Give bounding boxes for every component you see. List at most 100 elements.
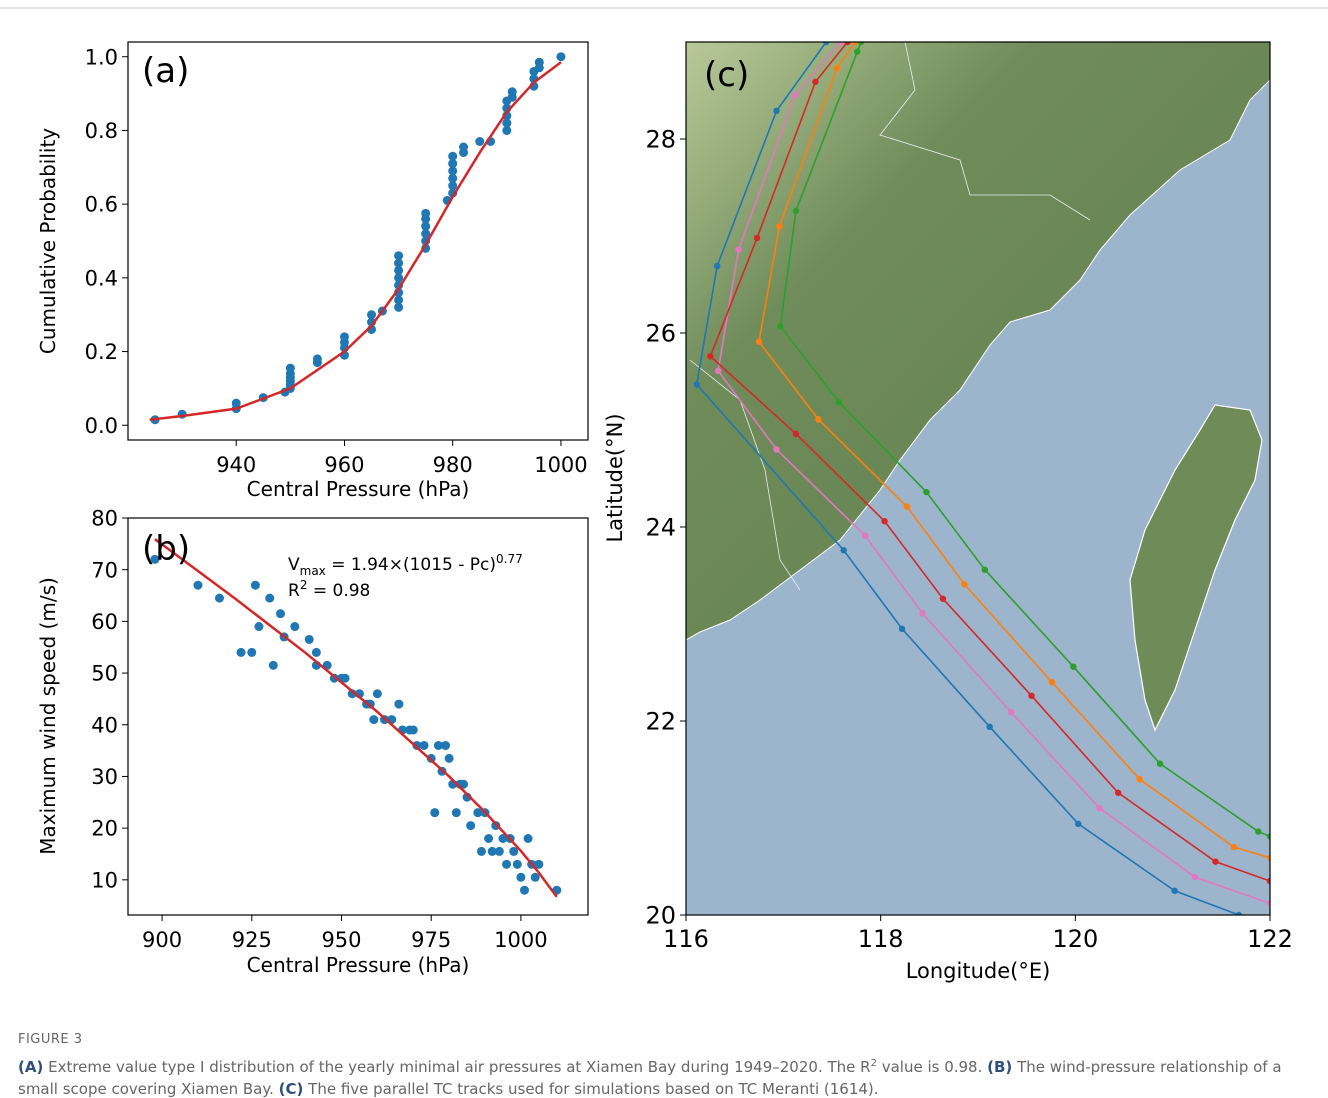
caption-bold: (B)	[987, 1058, 1012, 1076]
data-point	[862, 533, 868, 539]
data-point	[313, 354, 322, 363]
data-point	[265, 594, 274, 603]
data-point	[394, 251, 403, 260]
annotation-part: R	[288, 581, 300, 601]
data-point	[513, 860, 522, 869]
x-tick-label: 960	[324, 453, 364, 477]
data-point	[276, 609, 285, 618]
data-point	[367, 310, 376, 319]
data-point	[940, 596, 946, 602]
data-point	[502, 860, 511, 869]
figure: 94096098010000.00.20.40.60.81.0Central P…	[0, 0, 1328, 1098]
data-point	[881, 518, 887, 524]
data-point	[269, 661, 278, 670]
annotation-part: V	[288, 555, 300, 575]
y-tick-label: 22	[645, 708, 676, 736]
data-point	[254, 622, 263, 631]
x-tick-label: 925	[232, 928, 272, 952]
x-axis-label: Central Pressure (hPa)	[247, 477, 470, 501]
data-point	[495, 847, 504, 856]
data-point	[373, 689, 382, 698]
data-point	[445, 754, 454, 763]
data-point	[982, 566, 988, 572]
data-point	[369, 715, 378, 724]
x-tick-label: 1000	[494, 928, 547, 952]
data-point	[961, 581, 967, 587]
data-point	[815, 416, 821, 422]
data-point	[773, 446, 779, 452]
data-point	[1192, 874, 1198, 880]
data-point	[1008, 709, 1014, 715]
y-tick-label: 0.6	[85, 193, 118, 217]
data-point	[707, 353, 713, 359]
panel-b: 90092595097510001020304050607080Central …	[36, 507, 588, 977]
caption-text: value is 0.98.	[877, 1058, 987, 1076]
data-point	[836, 399, 842, 405]
data-point	[986, 724, 992, 730]
data-point	[919, 610, 925, 616]
panel-label: (a)	[142, 51, 189, 91]
data-point	[715, 368, 721, 374]
series-line	[150, 62, 561, 419]
annotation-sup: 2	[300, 578, 308, 592]
data-point	[1096, 805, 1102, 811]
data-point	[286, 364, 295, 373]
data-point	[193, 581, 202, 590]
data-point	[290, 622, 299, 631]
annotation-part: = 0.98	[307, 581, 370, 601]
data-point	[899, 626, 905, 632]
y-tick-label: 20	[91, 817, 118, 841]
data-point	[754, 235, 760, 241]
x-tick-label: 950	[321, 928, 361, 952]
x-tick-label: 122	[1247, 925, 1293, 953]
data-point	[459, 143, 468, 152]
data-point	[1136, 776, 1142, 782]
y-tick-label: 50	[91, 662, 118, 686]
y-tick-label: 28	[645, 126, 676, 154]
data-point	[520, 886, 529, 895]
data-point	[1075, 821, 1081, 827]
data-point	[812, 79, 818, 85]
x-axis-label: Central Pressure (hPa)	[247, 953, 470, 977]
y-tick-label: 0.8	[85, 119, 118, 143]
annotation-sub: max	[300, 564, 326, 578]
data-point	[508, 87, 517, 96]
axes-frame	[128, 42, 588, 440]
y-axis-label: Maximum wind speed (m/s)	[36, 577, 60, 855]
data-point	[1070, 663, 1076, 669]
data-point	[237, 648, 246, 657]
map-background	[686, 42, 1270, 915]
data-point	[694, 381, 700, 387]
y-tick-label: 60	[91, 610, 118, 634]
data-point	[834, 65, 840, 71]
caption-text: The five parallel TC tracks used for sim…	[303, 1080, 878, 1098]
y-tick-label: 70	[91, 558, 118, 582]
y-axis-label: Cumulative Probability	[36, 128, 60, 354]
data-point	[247, 648, 256, 657]
data-point	[420, 741, 429, 750]
annotation: Vmax = 1.94×(1015 - Pc)0.77	[288, 552, 523, 578]
data-point	[466, 821, 475, 830]
data-point	[312, 648, 321, 657]
data-point	[714, 263, 720, 269]
data-point	[773, 108, 779, 114]
data-point	[441, 741, 450, 750]
data-point	[1231, 844, 1237, 850]
panel-label: (c)	[704, 55, 749, 95]
data-point	[854, 49, 860, 55]
data-point	[394, 700, 403, 709]
annotation-part: = 1.94×(1015 - Pc)	[326, 555, 496, 575]
data-point	[923, 489, 929, 495]
x-tick-label: 940	[216, 453, 256, 477]
caption-bold: (C)	[279, 1080, 304, 1098]
data-point	[340, 332, 349, 341]
caption-bold: (A)	[18, 1058, 43, 1076]
x-tick-label: 120	[1052, 925, 1098, 953]
y-tick-label: 80	[91, 507, 118, 531]
figure-caption: (A) Extreme value type I distribution of…	[18, 1053, 1313, 1098]
data-point	[1255, 828, 1261, 834]
data-point	[448, 152, 457, 161]
data-point	[776, 223, 782, 229]
